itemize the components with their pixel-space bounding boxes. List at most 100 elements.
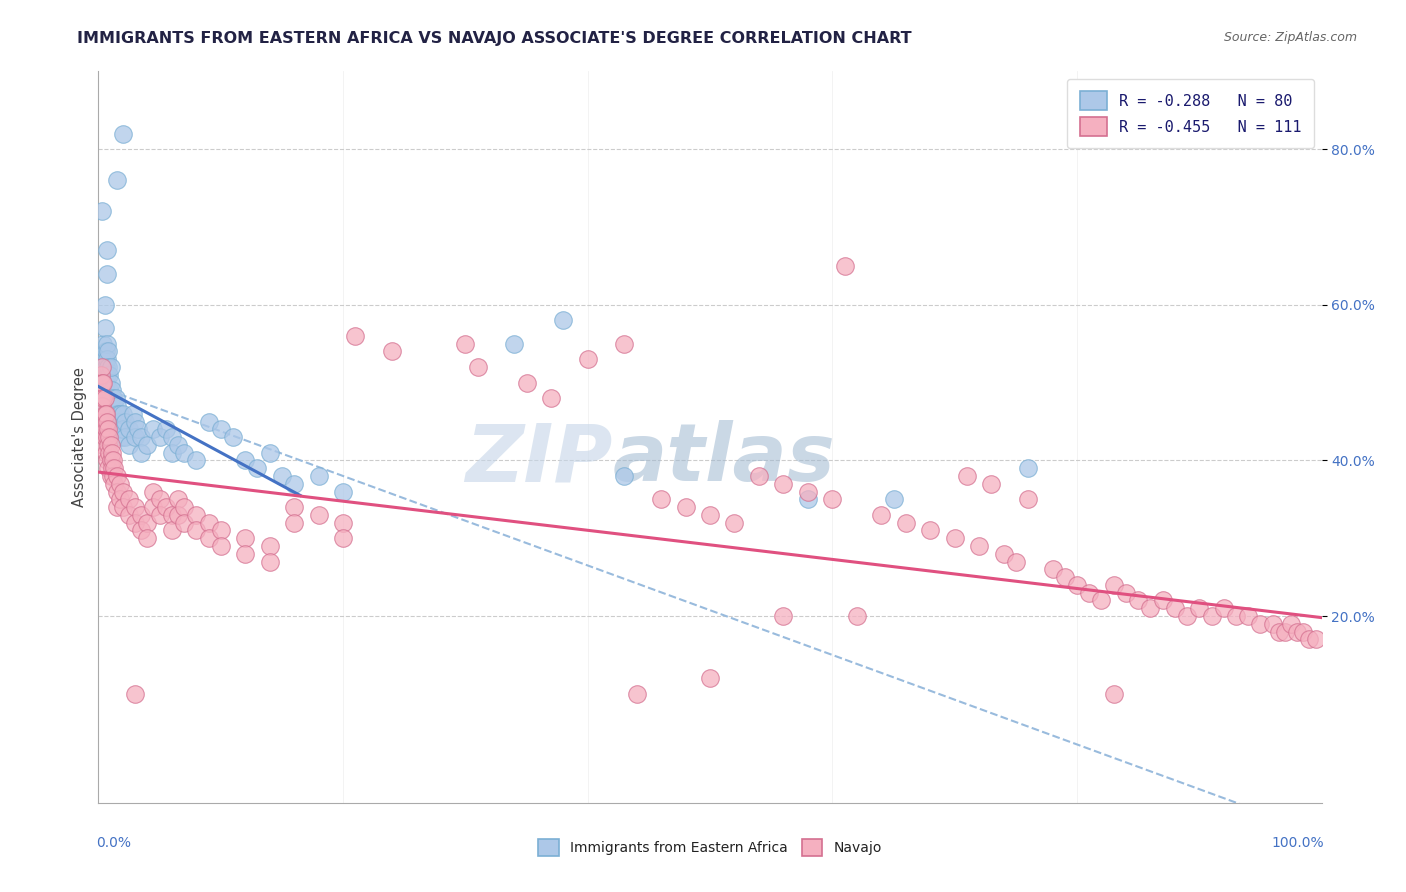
Point — [515, 376, 537, 390]
Point — [96, 415, 118, 429]
Point — [101, 384, 124, 398]
Point — [111, 430, 134, 444]
Point — [503, 336, 526, 351]
Point — [91, 368, 114, 382]
Point — [91, 399, 114, 413]
Point — [967, 539, 990, 553]
Point — [332, 531, 354, 545]
Point — [142, 422, 165, 436]
Y-axis label: Associate's Degree: Associate's Degree — [72, 368, 87, 507]
Point — [93, 430, 115, 444]
Point — [91, 352, 114, 367]
Point — [1237, 609, 1260, 624]
Point — [142, 500, 165, 515]
Point — [943, 531, 966, 545]
Point — [91, 376, 114, 390]
Point — [233, 453, 256, 467]
Point — [96, 244, 118, 258]
Point — [97, 422, 120, 436]
Point — [114, 415, 136, 429]
Point — [91, 204, 114, 219]
Point — [160, 524, 183, 538]
Point — [332, 516, 354, 530]
Point — [136, 438, 159, 452]
Point — [136, 516, 159, 530]
Point — [127, 422, 149, 436]
Point — [173, 516, 195, 530]
Point — [114, 430, 136, 444]
Point — [173, 445, 195, 459]
Point — [233, 531, 256, 545]
Point — [155, 500, 177, 515]
Point — [1078, 585, 1101, 599]
Point — [101, 453, 124, 467]
Point — [1274, 624, 1296, 639]
Point — [94, 445, 117, 459]
Point — [96, 267, 118, 281]
Point — [100, 438, 122, 452]
Point — [105, 469, 128, 483]
Point — [91, 359, 114, 374]
Point — [772, 476, 794, 491]
Point — [173, 500, 195, 515]
Point — [91, 376, 114, 390]
Point — [748, 469, 770, 483]
Text: 100.0%: 100.0% — [1271, 836, 1324, 850]
Point — [1279, 616, 1302, 631]
Point — [259, 445, 281, 459]
Point — [613, 469, 636, 483]
Point — [90, 376, 112, 390]
Point — [1102, 687, 1125, 701]
Point — [308, 508, 330, 522]
Point — [233, 547, 256, 561]
Point — [90, 415, 112, 429]
Point — [93, 321, 115, 335]
Point — [91, 359, 114, 374]
Point — [344, 329, 367, 343]
Point — [222, 430, 245, 444]
Text: 0.0%: 0.0% — [96, 836, 131, 850]
Point — [90, 391, 112, 405]
Point — [772, 609, 794, 624]
Point — [129, 445, 152, 459]
Point — [91, 415, 114, 429]
Point — [626, 687, 648, 701]
Point — [96, 453, 118, 467]
Point — [675, 500, 697, 515]
Point — [101, 399, 124, 413]
Point — [883, 492, 905, 507]
Point — [821, 492, 844, 507]
Point — [98, 445, 121, 459]
Point — [167, 508, 190, 522]
Text: IMMIGRANTS FROM EASTERN AFRICA VS NAVAJO ASSOCIATE'S DEGREE CORRELATION CHART: IMMIGRANTS FROM EASTERN AFRICA VS NAVAJO… — [77, 31, 912, 46]
Point — [97, 438, 120, 452]
Point — [111, 500, 134, 515]
Point — [920, 524, 942, 538]
Point — [723, 516, 745, 530]
Point — [98, 384, 121, 398]
Point — [160, 508, 183, 522]
Point — [108, 415, 131, 429]
Point — [124, 516, 146, 530]
Point — [1004, 555, 1026, 569]
Point — [197, 531, 219, 545]
Point — [160, 445, 183, 459]
Point — [167, 438, 190, 452]
Point — [1292, 624, 1315, 639]
Legend: Immigrants from Eastern Africa, Navajo: Immigrants from Eastern Africa, Navajo — [533, 834, 887, 862]
Point — [259, 539, 281, 553]
Point — [797, 484, 820, 499]
Point — [105, 399, 128, 413]
Point — [553, 313, 575, 327]
Point — [100, 469, 122, 483]
Point — [129, 430, 152, 444]
Point — [121, 407, 143, 421]
Point — [90, 359, 112, 374]
Point — [107, 422, 129, 436]
Point — [980, 476, 1002, 491]
Point — [283, 500, 305, 515]
Point — [96, 430, 118, 444]
Point — [110, 422, 132, 436]
Point — [209, 524, 232, 538]
Point — [650, 492, 672, 507]
